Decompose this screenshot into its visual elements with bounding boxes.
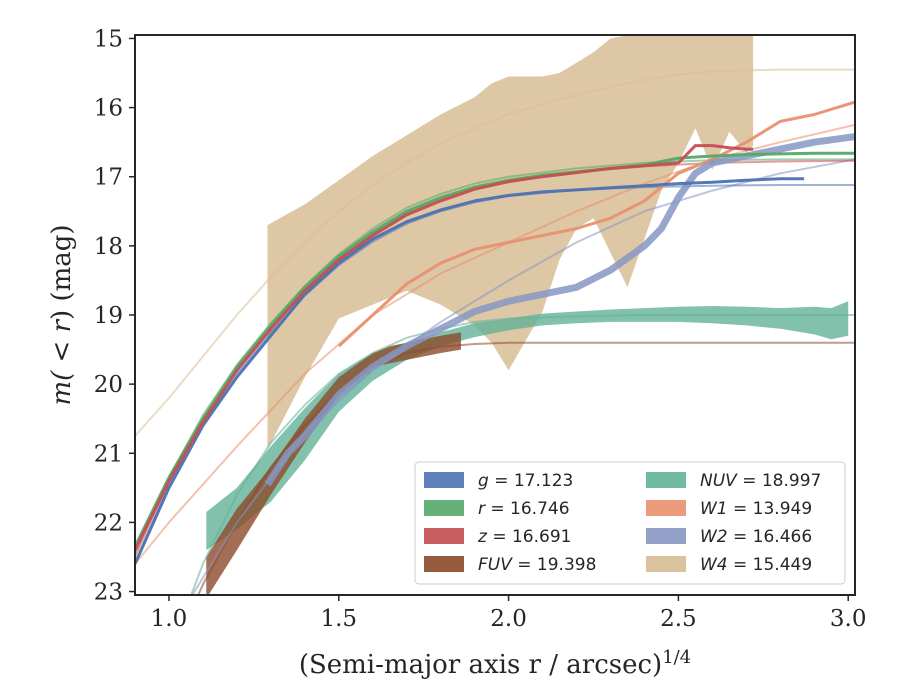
r-profile-line (135, 151, 855, 548)
axis-ticks: 1.0 1.5 2.0 2.5 3.0 15 16 17 18 19 20 21 22 23 (94, 26, 867, 632)
y-tick-label: 18 (94, 234, 123, 260)
y-tick-label: 17 (94, 165, 123, 191)
legend-swatch-w2 (646, 528, 686, 544)
w2-profile-line (264, 133, 855, 487)
x-tick-label: 1.0 (151, 606, 188, 632)
y-tick-label: 19 (94, 303, 123, 329)
y-tick-label: 16 (94, 96, 123, 122)
legend-swatch-w1 (646, 500, 686, 516)
w1-profile-line (337, 100, 855, 348)
y-tick-label: 20 (94, 372, 123, 398)
x-axis-title: (Semi-major axis r / arcsec)1/4 (299, 647, 691, 680)
legend-swatch-r (424, 500, 464, 516)
w2-model-curve (191, 158, 855, 595)
legend-label-nuv: NUV = 18.997 (700, 471, 821, 491)
fuv-profile-band (206, 332, 461, 595)
legend-box (414, 461, 846, 585)
x-tick-label: 2.0 (490, 606, 527, 632)
legend-label-r: r = 16.746 (478, 499, 570, 519)
y-tick-label: 23 (94, 580, 123, 606)
legend-label-w2: W2 = 16.466 (700, 527, 812, 547)
plot-area (135, 35, 855, 595)
y-axis-title: m( < r) (mag) (47, 224, 77, 405)
legend-swatch-g (424, 472, 464, 488)
x-tick-label: 3.0 (830, 606, 867, 632)
y-tick-label: 21 (94, 441, 123, 467)
legend-label-g: g = 17.123 (478, 471, 573, 491)
y-tick-label: 22 (94, 510, 123, 536)
legend-label-w4: W4 = 15.449 (700, 555, 812, 575)
x-tick-label: 2.5 (660, 606, 697, 632)
x-tick-label: 1.5 (320, 606, 357, 632)
legend: g = 17.123 r = 16.746 z = 16.691 FUV = 19.3… (414, 461, 846, 585)
nuv-model-curve (190, 314, 855, 595)
legend-swatch-z (424, 528, 464, 544)
legend-label-w1: W1 = 13.949 (700, 499, 812, 519)
z-profile-line (135, 144, 754, 551)
legend-label-fuv: FUV = 19.398 (478, 555, 596, 575)
g-profile-line (135, 177, 805, 565)
legend-swatch-fuv (424, 556, 464, 572)
legend-swatch-w4 (646, 556, 686, 572)
legend-label-z: z = 16.691 (477, 527, 571, 547)
w4-model-curve (135, 68, 855, 437)
y-tick-label: 15 (94, 26, 123, 52)
legend-swatch-nuv (646, 472, 686, 488)
